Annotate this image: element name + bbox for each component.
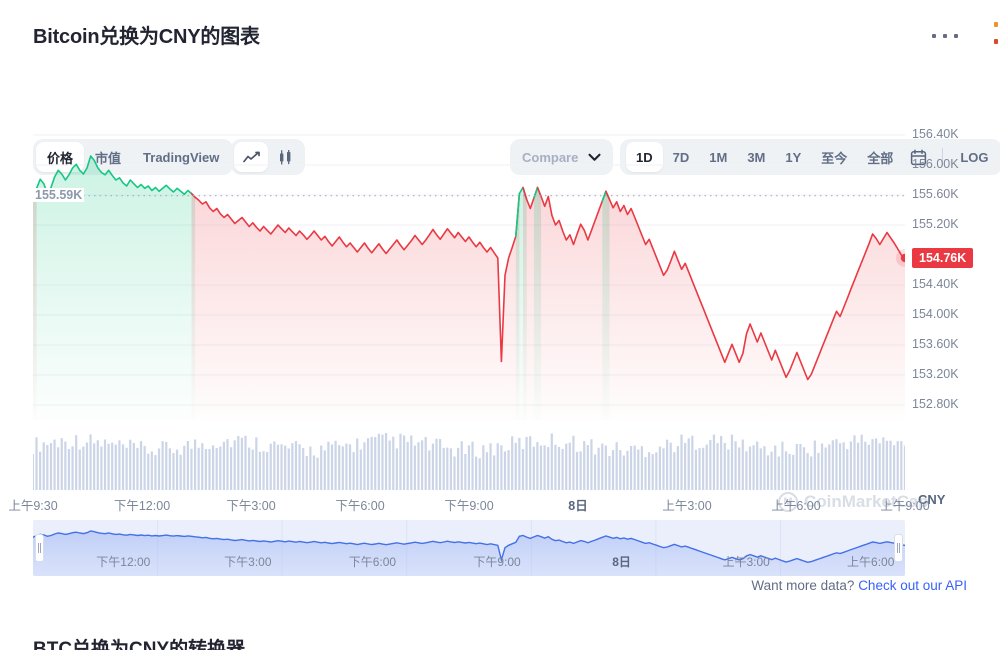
y-tick: 155.20K: [912, 217, 959, 231]
chevron-down-icon: [588, 153, 601, 162]
candlestick-chart-icon[interactable]: [268, 142, 302, 172]
y-tick: 154.40K: [912, 277, 959, 291]
x-tick: 下午3:00: [226, 499, 276, 513]
reference-price-label: 155.59K: [33, 187, 85, 202]
navigator-tick: 下午6:00: [348, 555, 397, 569]
tab-marketcap[interactable]: 市值: [95, 150, 122, 166]
navigator-tick: 8日: [612, 555, 631, 569]
range-3m[interactable]: 3M: [747, 149, 766, 165]
x-tick: 下午6:00: [335, 499, 385, 513]
y-tick: 152.80K: [912, 397, 959, 411]
current-price-badge: 154.76K: [912, 248, 974, 268]
y-tick: 156.00K: [912, 157, 959, 171]
compare-label: Compare t: [522, 149, 582, 165]
range-7d[interactable]: 7D: [672, 149, 690, 165]
range-1m[interactable]: 1M: [709, 149, 728, 165]
x-tick: 上午9:00: [880, 499, 930, 513]
navigator-tick: 上午3:00: [722, 555, 770, 569]
navigator-handle-left[interactable]: [35, 534, 44, 562]
x-tick: 上午6:00: [771, 499, 821, 513]
price-chart-svg: [33, 134, 905, 490]
range-1y[interactable]: 1Y: [785, 149, 802, 165]
edge-clipped-widget: [994, 22, 1000, 44]
chart-view-tabs: 价格 市值 TradingView: [33, 139, 234, 175]
y-axis-unit: CNY: [918, 492, 946, 507]
log-scale-button[interactable]: LOG: [960, 149, 989, 165]
navigator-tick: 下午3:00: [224, 555, 272, 569]
navigator-handle-right[interactable]: [894, 534, 903, 562]
toolbar-divider: [942, 148, 944, 166]
x-axis: 上午9:30 下午12:00 下午3:00 下午6:00 下午9:00 8日 上午3:00 上…: [0, 495, 1000, 523]
y-tick: 153.60K: [912, 337, 959, 351]
chart-container: 155.59K M CoinMarketCap 156.40K 156.00K …: [0, 120, 1000, 580]
price-plot[interactable]: 155.59K M CoinMarketCap: [33, 120, 929, 512]
api-note: Want more data? Check out our API: [751, 578, 967, 593]
range-all[interactable]: 全部: [867, 150, 894, 166]
chart-toolbar: 价格 市值 TradingView Compare t: [0, 68, 1000, 175]
api-link[interactable]: Check out our API: [858, 578, 967, 593]
y-tick: 156.40K: [912, 127, 959, 141]
time-range-group: 1D 7D 1M 3M 1Y 至今 全部 LOG: [620, 139, 1000, 175]
range-1d[interactable]: 1D: [626, 142, 663, 172]
navigator-tick: 下午9:00: [473, 555, 521, 569]
navigator-tick: 上午6:00: [847, 555, 895, 569]
api-note-text: Want more data?: [751, 578, 855, 593]
tab-tradingview[interactable]: TradingView: [143, 149, 220, 165]
page-header: Bitcoin兑换为CNY的图表: [0, 0, 1000, 62]
next-section-heading: BTC兑换为CNY的转换器: [33, 639, 246, 650]
more-options-icon[interactable]: [932, 28, 958, 44]
x-tick: 下午12:00: [113, 499, 171, 513]
y-tick: 155.60K: [912, 187, 959, 201]
x-tick: 上午3:00: [662, 499, 712, 513]
page-title: Bitcoin兑换为CNY的图表: [33, 26, 260, 48]
range-navigator[interactable]: 下午12:00 下午3:00 下午6:00 下午9:00 8日 上午3:00 上午6:00: [33, 520, 905, 576]
x-tick: 下午9:00: [444, 499, 494, 513]
calendar-icon[interactable]: [903, 142, 933, 172]
y-tick: 154.00K: [912, 307, 959, 321]
navigator-chart: [33, 520, 905, 576]
navigator-tick: 下午12:00: [96, 555, 151, 569]
range-ytd[interactable]: 至今: [821, 150, 848, 166]
chart-type-group: [231, 139, 305, 175]
y-axis: 156.40K 156.00K 155.60K 155.20K 154.76K …: [912, 120, 1000, 510]
y-tick: 153.20K: [912, 367, 959, 381]
line-chart-icon[interactable]: [234, 142, 268, 172]
compare-dropdown[interactable]: Compare t: [510, 139, 613, 175]
x-tick: 上午9:30: [8, 499, 58, 513]
x-tick: 8日: [568, 499, 588, 513]
